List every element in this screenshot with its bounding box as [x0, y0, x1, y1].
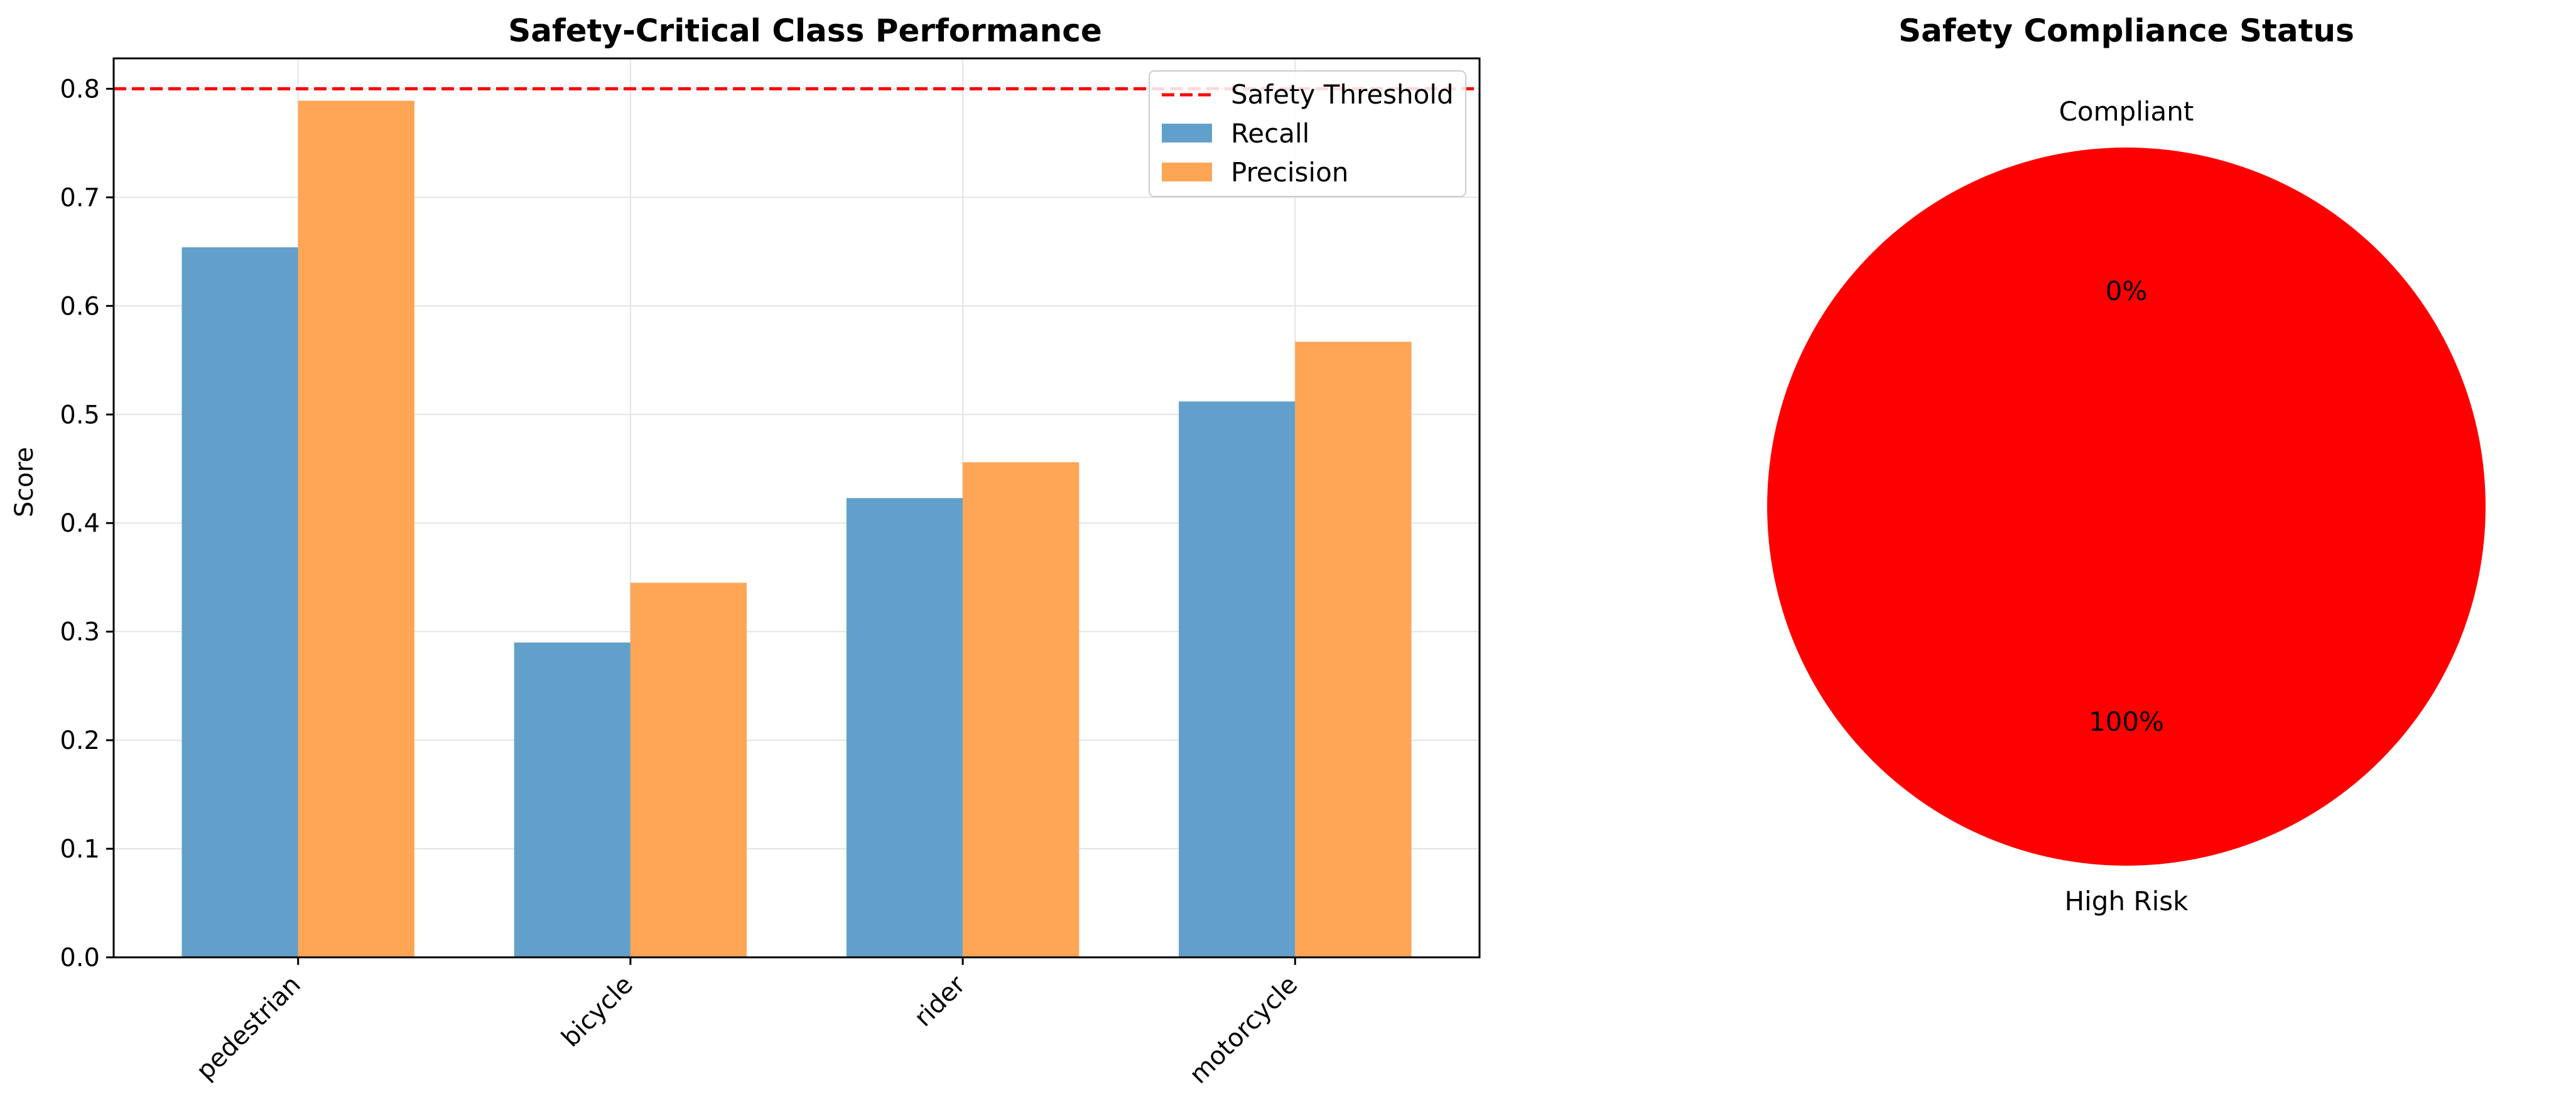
y-tick-label: 0.4 — [60, 509, 100, 538]
bar-recall-pedestrian — [181, 247, 298, 958]
bar-recall-bicycle — [514, 642, 630, 957]
bar-series — [181, 100, 1412, 958]
x-tick-label-pedestrian: pedestrian — [191, 971, 306, 1086]
legend: Safety Threshold Recall Precision — [1149, 70, 1466, 197]
y-tick-label: 0.5 — [60, 401, 100, 429]
pie-label-compliant: Compliant — [2059, 96, 2194, 127]
bar-chart-title: Safety-Critical Class Performance — [508, 13, 1102, 49]
pie-slices — [1767, 148, 2486, 866]
pie-pct-high-risk: 100% — [2089, 706, 2164, 737]
pie-label-high-risk: High Risk — [2065, 886, 2189, 917]
bar-precision-bicycle — [630, 583, 747, 957]
x-tick-label-rider: rider — [909, 970, 971, 1032]
pie-chart: Safety Compliance Status Compliant 0% High… — [1767, 13, 2486, 917]
pie-labels: Compliant 0% High Risk 100% — [2059, 96, 2194, 917]
legend-swatch-precision — [1162, 163, 1212, 181]
y-tick-label: 0.2 — [60, 726, 100, 755]
y-tick-label: 0.8 — [60, 75, 100, 104]
plot-frame — [112, 57, 1481, 959]
bar-chart: Safety-Critical Class Performance 0.0 0.1… — [10, 13, 1481, 1089]
bar-precision-motorcycle — [1295, 342, 1412, 957]
legend-label-threshold: Safety Threshold — [1231, 79, 1454, 110]
bar-recall-motorcycle — [1179, 401, 1296, 957]
legend-swatch-recall — [1162, 124, 1212, 143]
y-tick-label: 0.1 — [60, 835, 100, 864]
pie-slice-high-risk — [1767, 148, 2486, 866]
legend-label-precision: Precision — [1231, 157, 1348, 188]
bar-recall-rider — [846, 498, 963, 957]
x-tick-label-motorcycle: motorcycle — [1184, 971, 1303, 1090]
y-tick-label: 0.6 — [60, 292, 100, 321]
pie-pct-compliant: 0% — [2106, 276, 2148, 306]
x-axis-ticks: pedestrian bicycle rider motorcycle — [191, 957, 1303, 1089]
y-axis-label: Score — [10, 447, 39, 517]
y-tick-label: 0.7 — [60, 183, 100, 212]
bar-precision-pedestrian — [298, 100, 414, 958]
y-tick-label: 0.0 — [60, 944, 100, 972]
x-tick-label-bicycle: bicycle — [556, 971, 639, 1053]
y-axis-ticks: 0.0 0.1 0.2 0.3 0.4 0.5 0.6 0.7 0.8 — [60, 75, 114, 972]
legend-label-recall: Recall — [1231, 118, 1309, 149]
y-tick-label: 0.3 — [60, 618, 100, 647]
legend-box — [1149, 70, 1466, 197]
bar-precision-rider — [963, 462, 1080, 957]
pie-chart-title: Safety Compliance Status — [1898, 13, 2354, 49]
